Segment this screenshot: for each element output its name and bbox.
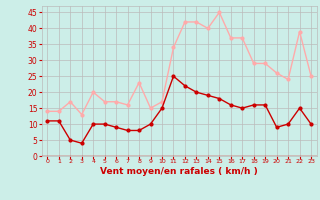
X-axis label: Vent moyen/en rafales ( km/h ): Vent moyen/en rafales ( km/h ) (100, 167, 258, 176)
